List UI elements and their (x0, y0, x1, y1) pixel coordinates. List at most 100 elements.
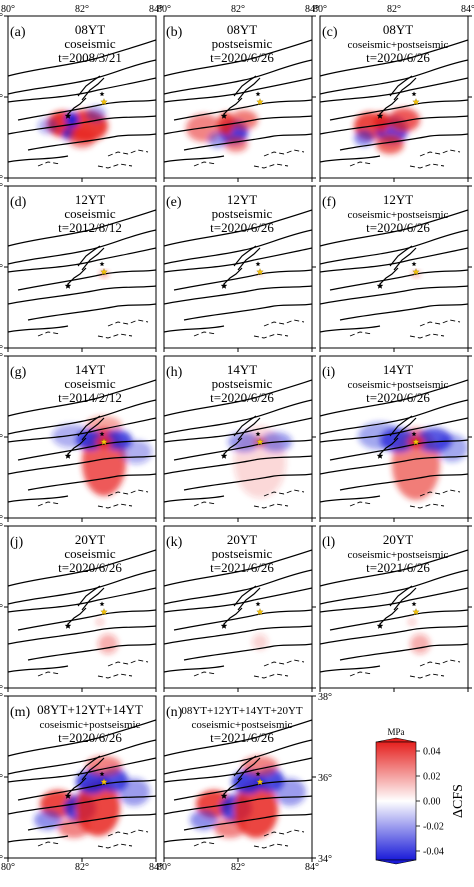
positive-cfs-lobe (218, 112, 234, 136)
colorbar-tick-label: 0.02 (423, 772, 441, 783)
panel-title-line: 08YT+12YT+14YT (37, 702, 143, 717)
fault-line (8, 155, 69, 163)
lon-label: 82° (387, 4, 401, 15)
map-background (164, 526, 312, 688)
cfs-field (354, 108, 420, 154)
fault-lines (8, 719, 156, 849)
lat-label: 38° (0, 12, 3, 23)
fault-line (164, 569, 312, 605)
fault-line (320, 495, 381, 503)
lat-label: 36° (0, 263, 3, 274)
fault-line (8, 795, 156, 815)
panel-title-line: 14YT (383, 362, 413, 377)
panel-title-line: postseismic (212, 376, 273, 391)
epicenter-black-star (99, 601, 105, 607)
fault-line (164, 757, 312, 783)
fault-line (253, 163, 289, 169)
map-background (8, 526, 156, 688)
lon-label: 84° (305, 862, 319, 873)
panel-title-line: t=2020/6/26 (366, 220, 430, 235)
lat-label: 36° (0, 93, 3, 104)
positive-cfs-lobe (376, 134, 404, 154)
fault-line (320, 247, 468, 273)
fault-line (329, 609, 468, 631)
fault-line (164, 549, 312, 587)
fault-line (253, 503, 289, 509)
fault-line (419, 489, 461, 497)
panel-title-line: coseismic (64, 376, 115, 391)
epicenter-yellow-star (100, 268, 108, 276)
fault-line (164, 455, 312, 475)
fault-line (67, 607, 87, 625)
epicenter-black-star (99, 91, 105, 97)
lon-label: 82° (231, 862, 245, 873)
fault-line (37, 841, 61, 847)
fault-line (67, 437, 87, 455)
panel-title-line: t=2020/6/26 (58, 730, 122, 745)
fault-line (320, 417, 468, 443)
fault-line (237, 587, 261, 611)
fault-lines (320, 549, 468, 679)
fault-line (389, 585, 413, 607)
panel-title-line: 08YT+12YT+14YT+20YT (181, 705, 303, 717)
fault-line (320, 665, 381, 673)
map-panel: (l)20YTcoseismic+postseismict=2021/6/263… (319, 525, 472, 692)
positive-cfs-lobe (58, 818, 90, 838)
fault-line (193, 671, 217, 677)
panel-title-line: postseismic (212, 206, 273, 221)
epicenter-black-star (64, 792, 72, 799)
fault-line (329, 439, 468, 461)
epicenter-black-star (411, 601, 417, 607)
fault-line (77, 245, 101, 267)
fault-line (8, 229, 156, 265)
fault-line (8, 719, 156, 757)
fault-line (193, 331, 217, 337)
colorbar-unit: MPa (387, 727, 404, 737)
fault-line (8, 417, 156, 443)
fault-lines (320, 39, 468, 169)
fault-lines (164, 379, 312, 509)
fault-line (97, 333, 133, 339)
epicenter-yellow-star (100, 608, 108, 616)
lat-label: 34° (0, 854, 3, 865)
fault-line (8, 665, 69, 673)
cfs-field (38, 106, 108, 148)
fault-lines (8, 549, 156, 679)
fault-line (320, 209, 468, 247)
panel-title-line: 08YT (383, 22, 413, 37)
panel-title-line: 14YT (227, 362, 257, 377)
fault-line (233, 75, 257, 97)
epicenter-black-star (255, 771, 261, 777)
epicenter-yellow-star (256, 438, 264, 446)
lat-label: 34° (0, 174, 3, 185)
lon-label: 82° (75, 4, 89, 15)
panel-title-line: t=2020/6/26 (210, 50, 274, 65)
fault-line (27, 813, 156, 831)
epicenter-black-star (220, 112, 228, 119)
epicenter-yellow-star (100, 778, 108, 786)
positive-cfs-lobe (96, 619, 104, 625)
epicenter-black-star (64, 622, 72, 629)
lat-label: 34° (0, 344, 3, 355)
fault-line (237, 757, 261, 781)
fault-line (409, 673, 445, 679)
panel-title-line: 08YT (75, 22, 105, 37)
panel-letter: (k) (166, 535, 183, 550)
fault-line (8, 325, 69, 333)
fault-line (339, 133, 468, 151)
colorbar-gradient (375, 741, 417, 861)
fault-line (339, 303, 468, 321)
fault-line (164, 115, 312, 135)
fault-line (183, 303, 312, 321)
fault-line (320, 325, 381, 333)
fault-line (389, 245, 413, 267)
epicenter-black-star (411, 261, 417, 267)
fault-line (253, 673, 289, 679)
panel-title-line: t=2020/6/26 (210, 220, 274, 235)
fault-line (320, 625, 468, 645)
colorbar: MPa 0.04 0.02 0.00 -0.02 -0.04 ΔCFS (375, 727, 466, 865)
epicenter-black-star (64, 452, 72, 459)
